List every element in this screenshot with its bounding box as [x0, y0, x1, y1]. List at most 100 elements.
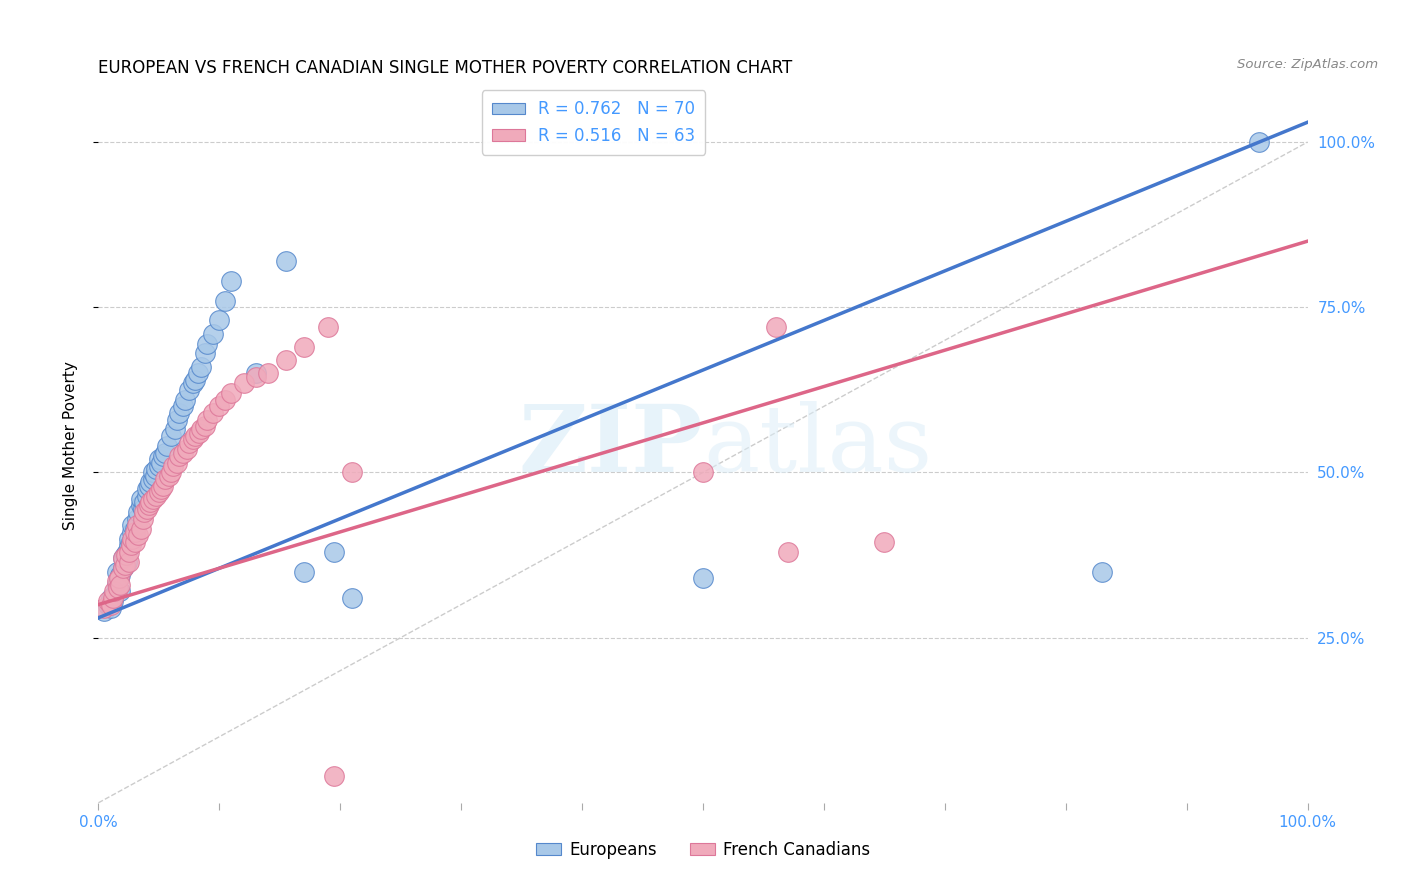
Point [184, 429, 207, 443]
Point [214, 293, 236, 308]
Point [100, 598, 122, 612]
Point [97, 594, 120, 608]
Point [124, 528, 146, 542]
Point [93, 600, 115, 615]
Point [208, 400, 231, 414]
Point [172, 400, 194, 414]
Point [245, 367, 267, 381]
Point [118, 532, 141, 546]
Point [97, 598, 120, 612]
Point [111, 561, 134, 575]
Point [190, 422, 212, 436]
Point [323, 545, 346, 559]
Point [129, 522, 152, 536]
Point [153, 445, 176, 459]
Point [214, 392, 236, 407]
Point [166, 456, 188, 470]
Point [274, 254, 297, 268]
Point [245, 369, 267, 384]
Point [127, 518, 149, 533]
Point [108, 567, 131, 582]
Point [148, 458, 170, 473]
Point [221, 274, 243, 288]
Point [111, 561, 134, 575]
Point [105, 578, 128, 592]
Point [181, 433, 204, 447]
Point [194, 346, 217, 360]
Point [120, 534, 142, 549]
Point [129, 491, 152, 506]
Point [208, 313, 231, 327]
Point [181, 376, 204, 391]
Point [127, 528, 149, 542]
Point [118, 555, 141, 569]
Point [148, 485, 170, 500]
Point [187, 425, 209, 440]
Point [138, 499, 160, 513]
Point [108, 571, 131, 585]
Point [150, 482, 173, 496]
Point [292, 565, 315, 579]
Point [120, 538, 142, 552]
Point [121, 524, 143, 539]
Point [100, 600, 122, 615]
Point [111, 551, 134, 566]
Point [135, 501, 157, 516]
Point [127, 505, 149, 519]
Text: EUROPEAN VS FRENCH CANADIAN SINGLE MOTHER POVERTY CORRELATION CHART: EUROPEAN VS FRENCH CANADIAN SINGLE MOTHE… [98, 59, 793, 77]
Point [169, 406, 191, 420]
Point [108, 571, 131, 585]
Point [107, 581, 129, 595]
Point [163, 422, 186, 436]
Point [316, 320, 339, 334]
Point [194, 419, 217, 434]
Point [142, 491, 165, 506]
Point [101, 591, 124, 605]
Point [342, 591, 364, 605]
Point [115, 548, 138, 562]
Point [118, 538, 141, 552]
Point [153, 472, 176, 486]
Point [117, 545, 139, 559]
Point [148, 452, 170, 467]
Point [184, 373, 207, 387]
Point [121, 518, 143, 533]
Point [134, 495, 156, 509]
Point [108, 578, 131, 592]
Point [232, 376, 254, 391]
Point [107, 581, 129, 595]
Point [292, 340, 315, 354]
Point [152, 449, 174, 463]
Point [103, 588, 125, 602]
Point [156, 439, 179, 453]
Point [169, 449, 191, 463]
Point [105, 565, 128, 579]
Point [195, 336, 218, 351]
Point [139, 495, 162, 509]
Point [187, 367, 209, 381]
Point [138, 478, 160, 492]
Point [174, 392, 197, 407]
Point [150, 456, 173, 470]
Point [124, 522, 146, 536]
Point [93, 604, 115, 618]
Point [256, 367, 278, 381]
Point [114, 558, 136, 572]
Point [195, 412, 218, 426]
Point [139, 475, 162, 490]
Point [145, 489, 167, 503]
Point [692, 466, 714, 480]
Point [202, 406, 225, 420]
Point [176, 442, 198, 457]
Point [105, 574, 128, 589]
Point [873, 534, 896, 549]
Text: atlas: atlas [703, 401, 932, 491]
Point [179, 435, 201, 450]
Point [135, 482, 157, 496]
Point [145, 462, 167, 476]
Point [765, 320, 787, 334]
Point [179, 383, 201, 397]
Legend: Europeans, French Canadians: Europeans, French Canadians [529, 835, 877, 866]
Point [132, 511, 155, 525]
Point [142, 466, 165, 480]
